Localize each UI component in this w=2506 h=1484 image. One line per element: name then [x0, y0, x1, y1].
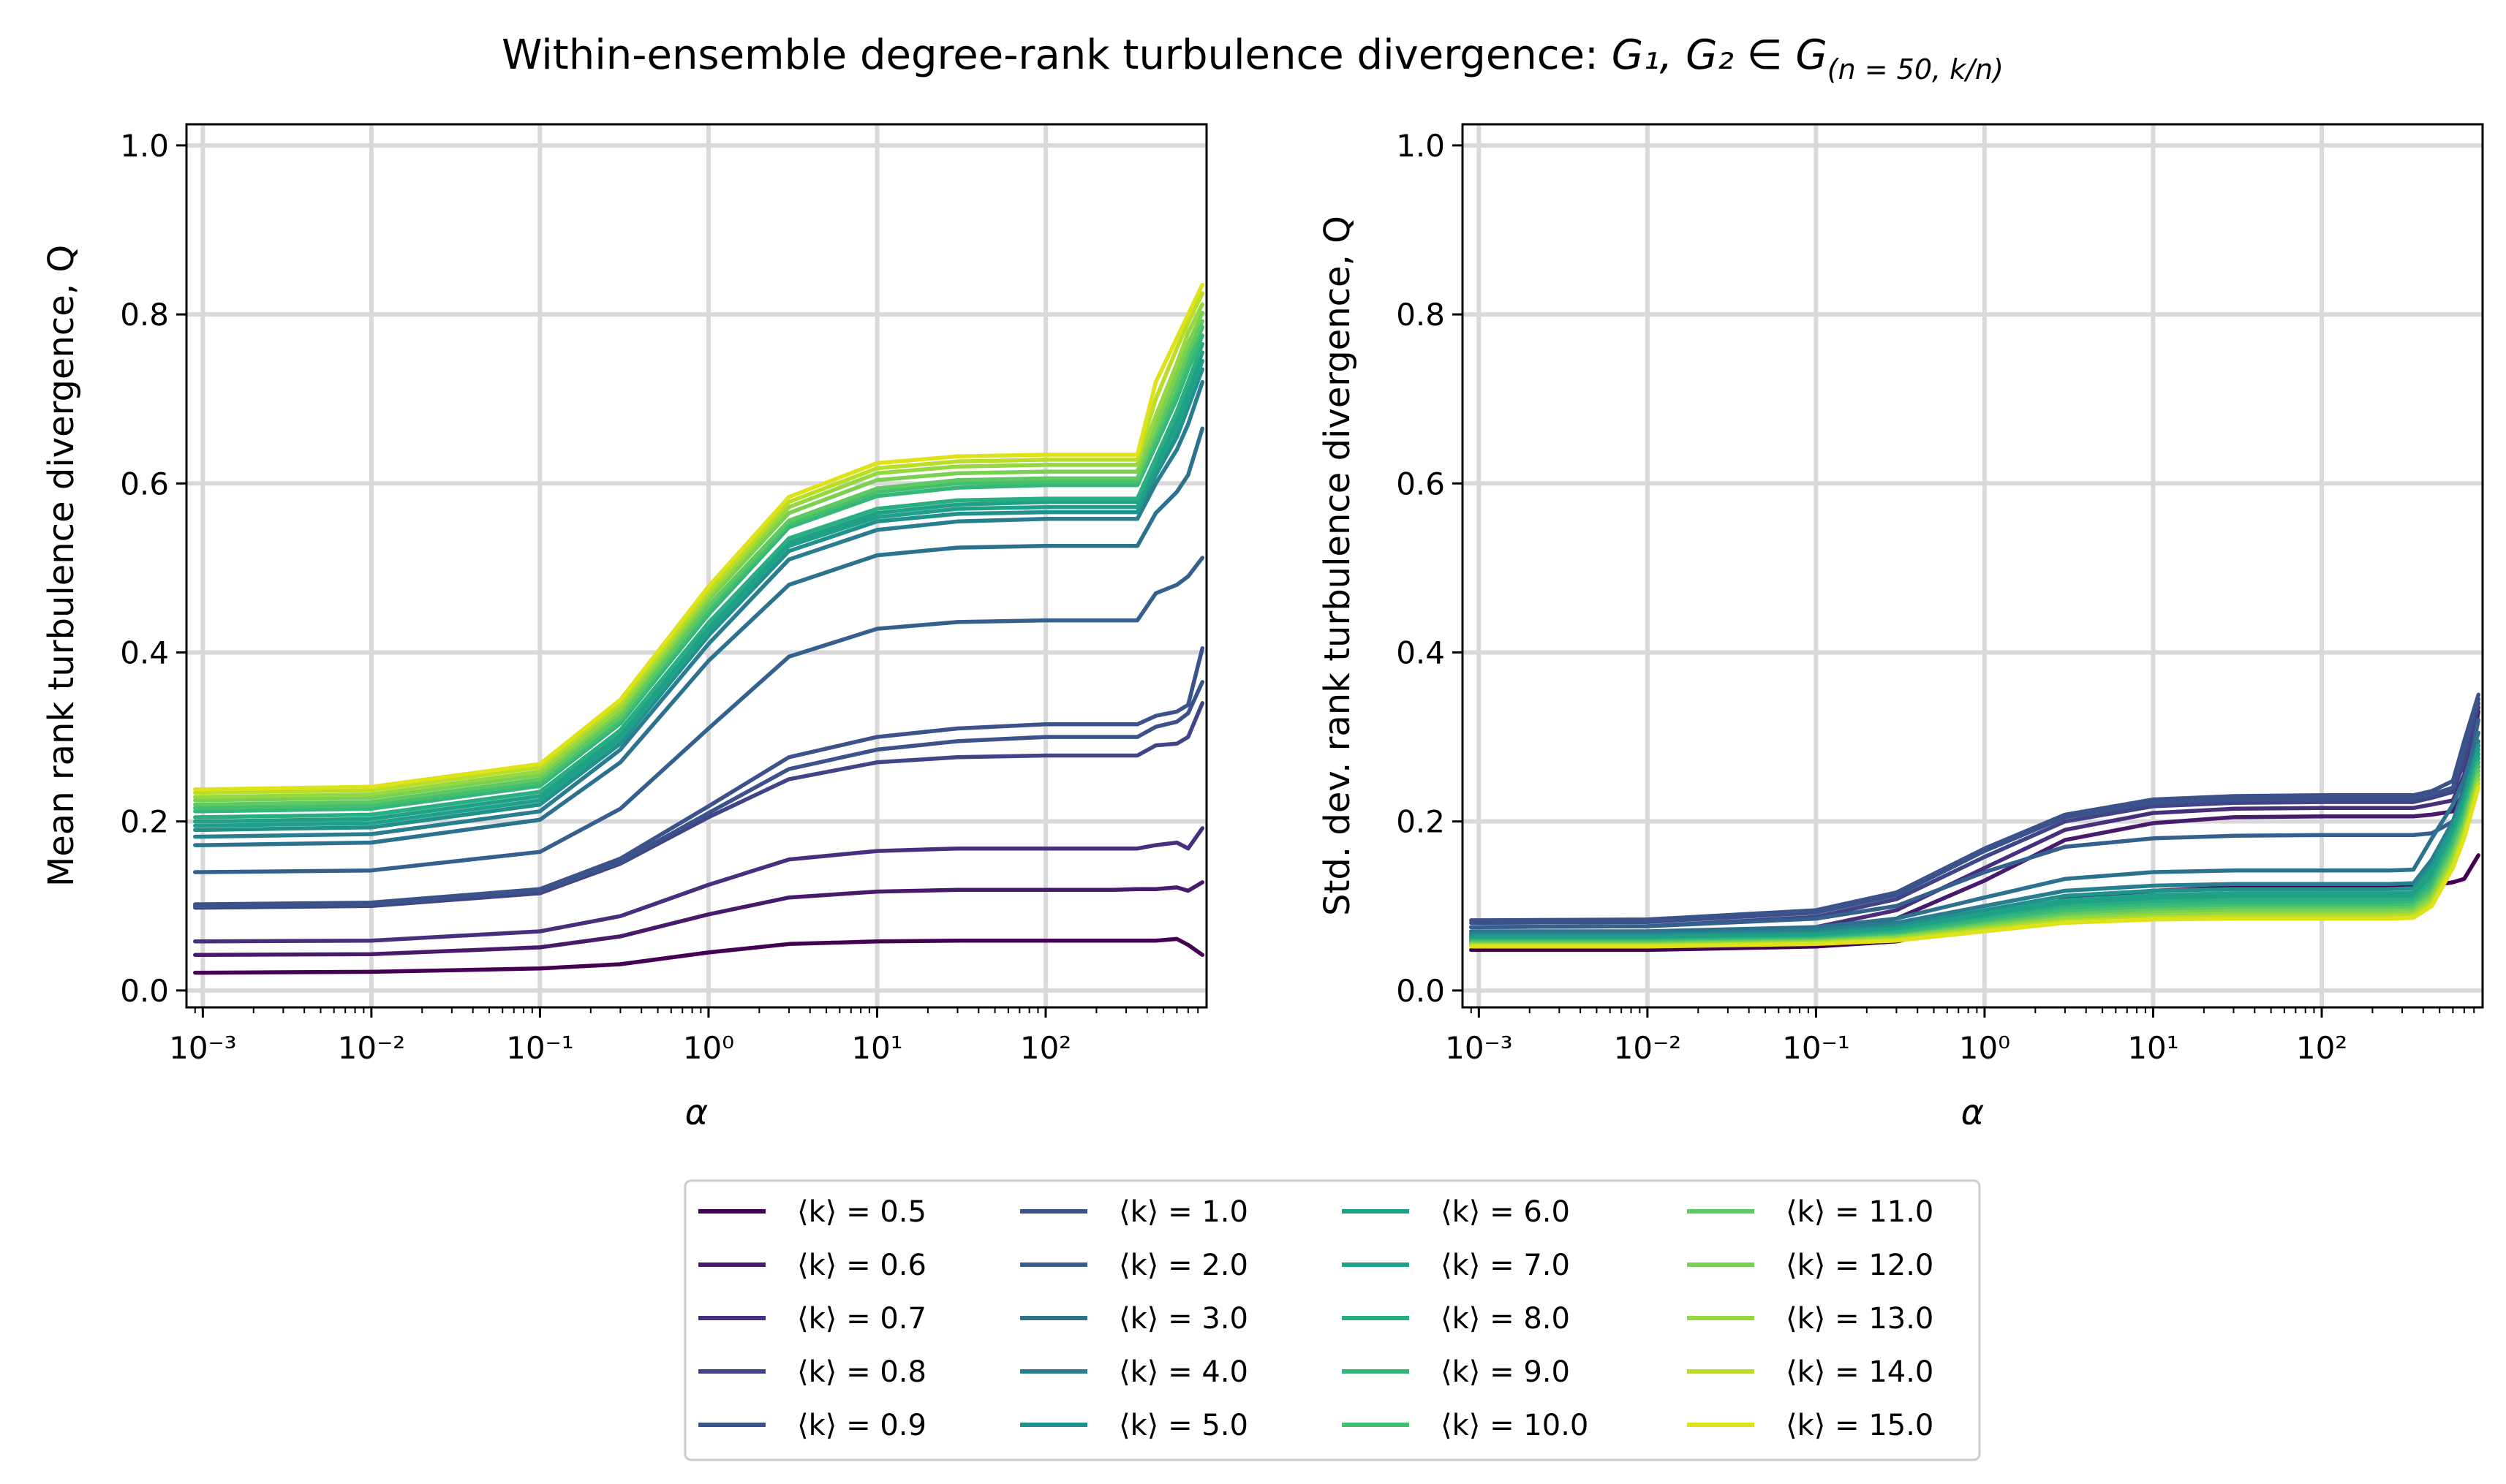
legend-label-8: ⟨k⟩ = 4.0	[1119, 1355, 1248, 1389]
mean-xtick-label-3: 10⁰	[683, 1030, 734, 1066]
std-ytick-label-1: 0.2	[1396, 804, 1445, 840]
mean-series-line-11	[193, 350, 1205, 824]
legend-label-16: ⟨k⟩ = 12.0	[1786, 1249, 1933, 1282]
legend-label-0: ⟨k⟩ = 0.5	[797, 1195, 926, 1229]
mean-series-line-13	[193, 333, 1205, 814]
mean-axes-frame	[185, 123, 1208, 1009]
mean-series-line-2	[193, 826, 1205, 944]
mean-ytick-label-1: 0.2	[120, 804, 169, 840]
legend-label-7: ⟨k⟩ = 3.0	[1119, 1302, 1248, 1336]
legend-label-9: ⟨k⟩ = 5.0	[1119, 1409, 1248, 1442]
legend: ⟨k⟩ = 0.5 ⟨k⟩ = 0.6 ⟨k⟩ = 0.7 ⟨k⟩ = 0.8 ⟨k⟩ …	[684, 1179, 1981, 1461]
std-xtick-label-4: 10¹	[2127, 1030, 2178, 1066]
legend-label-18: ⟨k⟩ = 14.0	[1786, 1355, 1933, 1389]
legend-label-17: ⟨k⟩ = 13.0	[1786, 1302, 1933, 1336]
std-series-line-8	[1469, 739, 2481, 936]
std-ylabel: Std. dev. rank turbulence divergence, Q	[1317, 216, 1358, 916]
std-ytick-label-3: 0.6	[1396, 466, 1445, 501]
mean-series-line-12	[193, 341, 1205, 819]
mean-series-line-7	[193, 426, 1205, 847]
std-xtick-label-5: 10²	[2296, 1030, 2347, 1066]
legend-label-13: ⟨k⟩ = 9.0	[1441, 1355, 1570, 1389]
mean-series-line-15	[193, 319, 1205, 807]
std-axes-frame	[1461, 123, 2484, 1009]
std-xlabel: α	[1961, 1092, 1985, 1133]
figure-title: Within-ensemble degree-rank turbulence d…	[502, 31, 2004, 86]
mean-series-line-8	[193, 379, 1205, 839]
mean-ytick-label-0: 0.0	[120, 973, 169, 1009]
mean-series-line-19	[193, 282, 1205, 792]
legend-label-19: ⟨k⟩ = 15.0	[1786, 1409, 1933, 1442]
std-xtick-label-0: 10⁻³	[1445, 1030, 1512, 1066]
mean-series-line-10	[193, 358, 1205, 828]
legend-frame	[684, 1179, 1981, 1461]
legend-label-2: ⟨k⟩ = 0.7	[797, 1302, 926, 1336]
std-ytick-label-5: 1.0	[1396, 128, 1445, 164]
mean-ytick-label-4: 0.8	[120, 297, 169, 333]
std-xtick-label-3: 10⁰	[1959, 1030, 2010, 1066]
mean-xtick-label-5: 10²	[1020, 1030, 1071, 1066]
mean-xtick-label-2: 10⁻¹	[506, 1030, 573, 1066]
mean-series-line-6	[193, 556, 1205, 874]
legend-label-15: ⟨k⟩ = 11.0	[1786, 1195, 1933, 1229]
std-xtick-label-1: 10⁻²	[1614, 1030, 1681, 1066]
right-panel-std: 10⁻³ 10⁻² 10⁻¹ 10⁰ 10¹ 10² 0.0 0.2 0.4 0.6 0.8 1.0 α…	[1317, 123, 2484, 1133]
std-series-line-19	[1469, 785, 2481, 949]
mean-series-line-3	[193, 701, 1205, 910]
mean-series-group	[193, 282, 1205, 975]
mean-xtick-label-0: 10⁻³	[169, 1030, 236, 1066]
legend-label-10: ⟨k⟩ = 6.0	[1441, 1195, 1570, 1229]
mean-ytick-label-5: 1.0	[120, 128, 169, 164]
legend-label-12: ⟨k⟩ = 8.0	[1441, 1302, 1570, 1336]
left-panel-mean: 10⁻³ 10⁻² 10⁻¹ 10⁰ 10¹ 10² 0.0 0.2 0.4 0.6 0.8 1.0 α…	[41, 123, 1208, 1133]
mean-series-line-5	[193, 646, 1205, 906]
std-series-line-5	[1469, 692, 2481, 923]
mean-series-line-9	[193, 367, 1205, 832]
mean-ytick-label-3: 0.6	[120, 466, 169, 501]
mean-series-line-16	[193, 311, 1205, 803]
mean-series-line-18	[193, 291, 1205, 795]
std-series-line-7	[1469, 730, 2481, 934]
legend-label-11: ⟨k⟩ = 7.0	[1441, 1249, 1570, 1282]
legend-label-6: ⟨k⟩ = 2.0	[1119, 1249, 1248, 1282]
mean-series-line-1	[193, 880, 1205, 958]
mean-series-line-0	[193, 936, 1205, 975]
figure-title-math: G₁, G₂ ∈ G	[1612, 31, 1827, 79]
mean-xlabel: α	[685, 1092, 709, 1133]
mean-ylabel: Mean rank turbulence divergence, Q	[41, 245, 82, 887]
std-xtick-label-2: 10⁻¹	[1782, 1030, 1849, 1066]
legend-label-5: ⟨k⟩ = 1.0	[1119, 1195, 1248, 1229]
std-series-line-6	[1469, 718, 2481, 929]
std-series-line-4	[1469, 697, 2481, 925]
mean-ytick-label-2: 0.4	[120, 635, 169, 670]
std-ytick-label-0: 0.0	[1396, 973, 1445, 1009]
legend-label-1: ⟨k⟩ = 0.6	[797, 1249, 926, 1282]
figure-title-subscript: (n = 50, k/n)	[1827, 53, 2004, 86]
figure-title-text: Within-ensemble degree-rank turbulence d…	[502, 31, 1612, 79]
mean-series-line-14	[193, 325, 1205, 810]
std-ytick-label-4: 0.8	[1396, 297, 1445, 333]
legend-label-4: ⟨k⟩ = 0.9	[797, 1409, 926, 1442]
mean-series-line-17	[193, 302, 1205, 799]
std-series-group	[1469, 692, 2481, 953]
mean-xtick-label-1: 10⁻²	[338, 1030, 405, 1066]
legend-label-3: ⟨k⟩ = 0.8	[797, 1355, 926, 1389]
std-ytick-label-2: 0.4	[1396, 635, 1445, 670]
mean-xtick-label-4: 10¹	[851, 1030, 902, 1066]
legend-label-14: ⟨k⟩ = 10.0	[1441, 1409, 1588, 1442]
